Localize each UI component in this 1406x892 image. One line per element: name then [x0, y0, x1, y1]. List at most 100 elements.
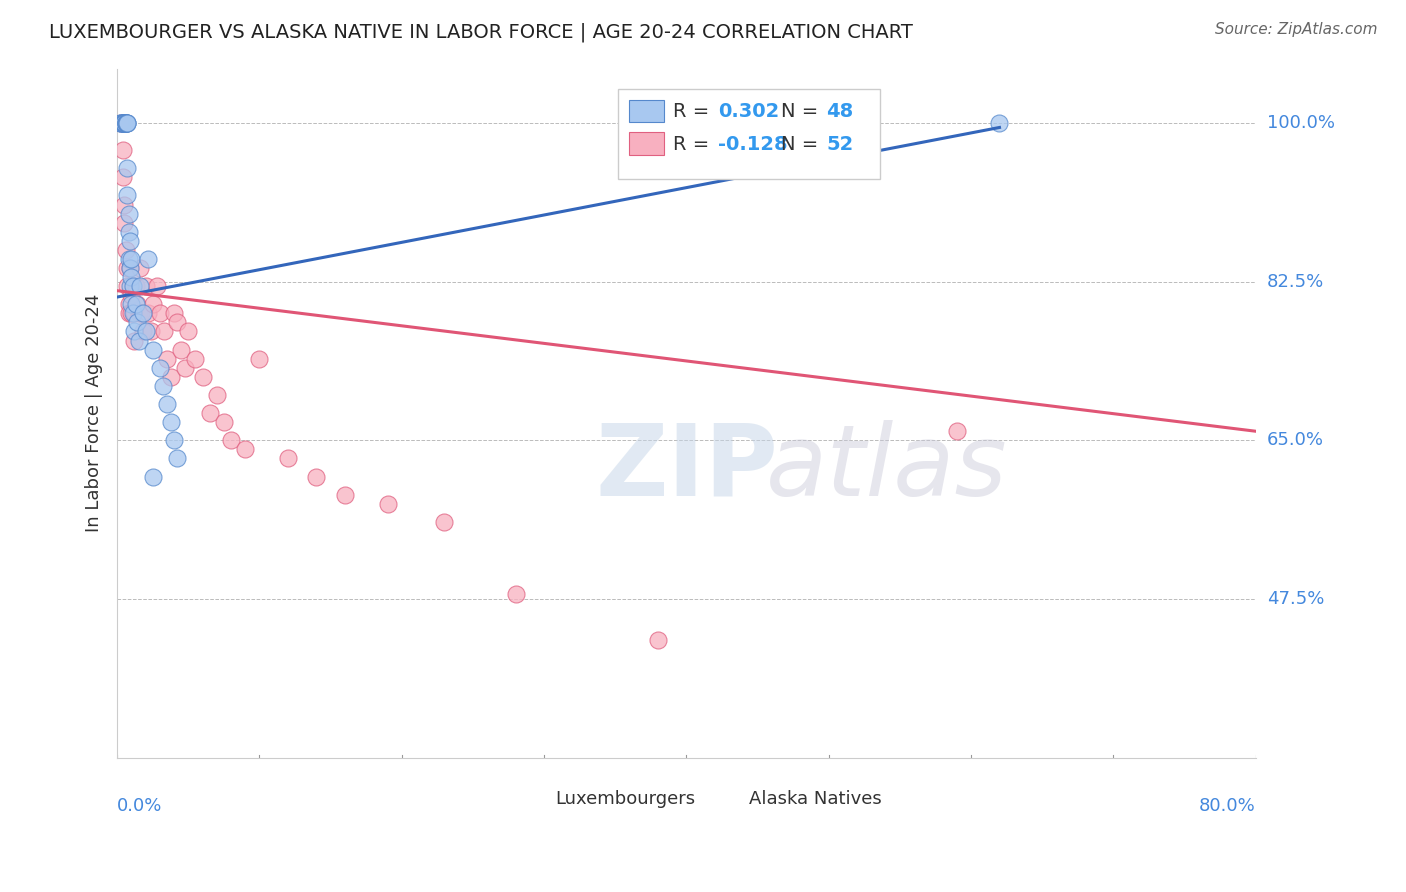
- Point: [117, 297, 139, 311]
- Point: [111, 116, 134, 130]
- Text: 100.0%: 100.0%: [1267, 114, 1334, 132]
- Point: [505, 587, 527, 601]
- Point: [305, 469, 328, 483]
- Point: [125, 279, 148, 293]
- Text: 0.0%: 0.0%: [117, 797, 163, 814]
- Point: [122, 306, 145, 320]
- Text: 65.0%: 65.0%: [1267, 432, 1324, 450]
- Point: [160, 369, 183, 384]
- Point: [112, 116, 135, 130]
- Point: [184, 351, 207, 366]
- Text: 52: 52: [827, 135, 853, 153]
- Point: [149, 360, 172, 375]
- Point: [170, 343, 193, 357]
- Point: [138, 306, 160, 320]
- Text: 80.0%: 80.0%: [1199, 797, 1256, 814]
- FancyBboxPatch shape: [630, 132, 664, 154]
- Point: [111, 143, 134, 157]
- FancyBboxPatch shape: [522, 790, 550, 808]
- Point: [142, 469, 165, 483]
- Point: [121, 279, 143, 293]
- Point: [138, 252, 160, 266]
- Point: [108, 116, 131, 130]
- Text: atlas: atlas: [766, 420, 1008, 516]
- Point: [156, 351, 179, 366]
- Point: [135, 325, 157, 339]
- Point: [131, 306, 153, 320]
- Point: [988, 116, 1011, 130]
- Point: [277, 451, 299, 466]
- Point: [121, 279, 143, 293]
- Point: [122, 334, 145, 348]
- Point: [249, 351, 271, 366]
- Point: [110, 116, 132, 130]
- Point: [219, 434, 242, 448]
- Point: [152, 379, 174, 393]
- Point: [233, 442, 256, 457]
- Point: [115, 279, 138, 293]
- Point: [117, 252, 139, 266]
- Point: [118, 234, 141, 248]
- Point: [141, 325, 163, 339]
- Point: [117, 225, 139, 239]
- Point: [120, 288, 142, 302]
- Point: [120, 270, 142, 285]
- Point: [111, 116, 134, 130]
- Point: [191, 369, 214, 384]
- Point: [117, 206, 139, 220]
- Point: [110, 116, 132, 130]
- Point: [212, 415, 235, 429]
- Text: Source: ZipAtlas.com: Source: ZipAtlas.com: [1215, 22, 1378, 37]
- Point: [142, 343, 165, 357]
- Point: [142, 297, 165, 311]
- Point: [174, 360, 197, 375]
- FancyBboxPatch shape: [714, 790, 744, 808]
- Point: [112, 116, 135, 130]
- Point: [135, 279, 157, 293]
- Text: -0.128: -0.128: [718, 135, 787, 153]
- Point: [129, 279, 152, 293]
- Point: [160, 415, 183, 429]
- Point: [117, 306, 139, 320]
- Point: [166, 315, 188, 329]
- Point: [115, 116, 138, 130]
- Point: [118, 279, 141, 293]
- Text: 82.5%: 82.5%: [1267, 273, 1324, 291]
- Text: 0.302: 0.302: [718, 102, 779, 120]
- Point: [120, 252, 142, 266]
- Point: [333, 488, 356, 502]
- Point: [127, 315, 149, 329]
- Point: [205, 388, 228, 402]
- Point: [946, 424, 969, 438]
- Point: [112, 216, 135, 230]
- Point: [132, 306, 155, 320]
- Point: [114, 116, 136, 130]
- Text: 48: 48: [827, 102, 853, 120]
- Point: [115, 116, 138, 130]
- Text: R =: R =: [672, 102, 716, 120]
- Text: Alaska Natives: Alaska Natives: [749, 790, 882, 808]
- FancyBboxPatch shape: [619, 89, 880, 178]
- Point: [114, 243, 136, 257]
- Point: [125, 297, 148, 311]
- Point: [166, 451, 188, 466]
- Point: [163, 434, 186, 448]
- FancyBboxPatch shape: [630, 100, 664, 122]
- Point: [377, 497, 399, 511]
- Point: [111, 170, 134, 185]
- Point: [114, 116, 136, 130]
- Point: [647, 632, 669, 647]
- Point: [120, 297, 142, 311]
- Point: [198, 406, 221, 420]
- Point: [177, 325, 200, 339]
- Text: N =: N =: [780, 135, 824, 153]
- Text: N =: N =: [780, 102, 824, 120]
- Point: [110, 116, 132, 130]
- Point: [146, 279, 169, 293]
- Point: [112, 197, 135, 211]
- Point: [118, 260, 141, 275]
- Point: [115, 188, 138, 202]
- Text: R =: R =: [672, 135, 716, 153]
- Point: [118, 260, 141, 275]
- Point: [163, 306, 186, 320]
